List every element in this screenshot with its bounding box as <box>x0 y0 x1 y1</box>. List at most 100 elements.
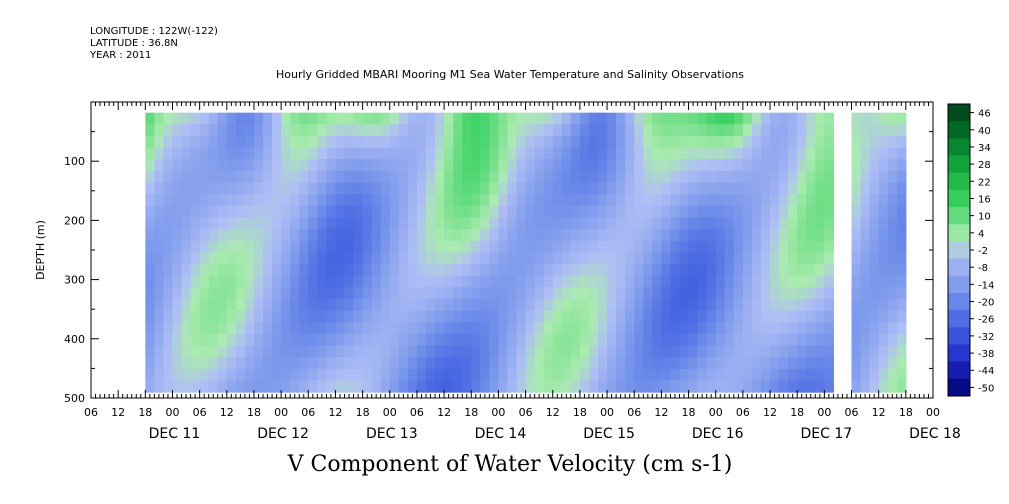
heatmap-cell <box>326 368 337 382</box>
x-tick-label: 18 <box>356 406 370 419</box>
heatmap-cell <box>308 217 318 230</box>
heatmap-cell <box>815 357 825 370</box>
heatmap-cell <box>181 170 192 184</box>
heatmap-cell <box>688 112 699 125</box>
heatmap-cell <box>244 345 255 358</box>
heatmap-cell <box>670 135 681 149</box>
heatmap-cell <box>362 147 373 160</box>
heatmap-cell <box>598 217 608 230</box>
heatmap-cell <box>407 345 418 358</box>
heatmap-cell <box>362 333 373 347</box>
heatmap-cell <box>272 333 282 347</box>
velocity-field <box>145 112 907 393</box>
heatmap-cell <box>507 194 518 207</box>
heatmap-cell <box>398 229 409 242</box>
heatmap-cell <box>489 112 500 125</box>
heatmap-cell <box>860 333 871 347</box>
heatmap-cell <box>163 368 174 382</box>
heatmap-cell <box>887 252 898 265</box>
heatmap-cell <box>163 112 174 125</box>
x-tick-label: 06 <box>301 406 315 419</box>
heatmap-cell <box>887 322 898 335</box>
heatmap-cell <box>552 252 563 265</box>
heatmap-cell <box>190 368 201 382</box>
heatmap-cell <box>878 194 889 207</box>
heatmap-cell <box>742 264 753 277</box>
heatmap-cell <box>616 229 626 242</box>
heatmap-cell <box>326 170 337 184</box>
heatmap-cell <box>688 264 699 277</box>
heatmap-cell <box>724 205 735 219</box>
heatmap-cell <box>181 310 192 323</box>
heatmap-cell <box>878 170 889 184</box>
heatmap-cell <box>290 345 300 358</box>
heatmap-cell <box>163 147 174 160</box>
heatmap-cell <box>145 298 155 312</box>
heatmap-cell <box>561 333 572 347</box>
heatmap-cell <box>797 275 807 288</box>
heatmap-cell <box>163 170 174 184</box>
heatmap-cell <box>724 240 735 253</box>
heatmap-cell <box>425 275 436 288</box>
heatmap-cell <box>770 252 780 265</box>
heatmap-cell <box>896 182 907 195</box>
heatmap-cell <box>679 322 690 335</box>
heatmap-cell <box>389 205 400 219</box>
heatmap-cell <box>453 112 463 125</box>
heatmap-cell <box>896 380 907 393</box>
heatmap-cell <box>181 264 192 277</box>
heatmap-cell <box>860 345 871 358</box>
heatmap-cell <box>733 229 744 242</box>
heatmap-cell <box>425 357 436 370</box>
heatmap-cell <box>824 298 834 312</box>
heatmap-cell <box>697 147 708 160</box>
heatmap-cell <box>317 159 327 172</box>
heatmap-cell <box>208 310 219 323</box>
heatmap-cell <box>679 217 690 230</box>
heatmap-cell <box>543 194 554 207</box>
heatmap-cell <box>371 380 382 393</box>
heatmap-cell <box>706 368 717 382</box>
heatmap-cell <box>788 275 798 288</box>
heatmap-cell <box>253 159 264 172</box>
heatmap-cell <box>770 194 780 207</box>
heatmap-cell <box>815 159 825 172</box>
heatmap-cell <box>697 333 708 347</box>
heatmap-cell <box>751 322 762 335</box>
heatmap-cell <box>815 147 825 160</box>
heatmap-cell <box>570 124 581 137</box>
heatmap-cell <box>489 310 500 323</box>
heatmap-cell <box>145 135 155 149</box>
heatmap-cell <box>480 217 490 230</box>
heatmap-cell <box>263 194 273 207</box>
heatmap-cell <box>697 217 708 230</box>
heatmap-cell <box>453 170 463 184</box>
heatmap-cell <box>887 368 898 382</box>
heatmap-cell <box>253 229 264 242</box>
heatmap-cell <box>416 345 427 358</box>
heatmap-cell <box>208 229 219 242</box>
heatmap-cell <box>163 345 174 358</box>
colorbar-swatch <box>948 292 970 311</box>
heatmap-cell <box>688 322 699 335</box>
heatmap-cell <box>299 170 309 184</box>
heatmap-cell <box>498 217 509 230</box>
heatmap-cell <box>643 264 653 277</box>
heatmap-cell <box>172 287 183 300</box>
heatmap-cell <box>435 322 445 335</box>
heatmap-cell <box>697 124 708 137</box>
heatmap-cell <box>335 357 346 370</box>
heatmap-cell <box>425 124 436 137</box>
heatmap-cell <box>534 135 545 149</box>
heatmap-cell <box>435 264 445 277</box>
heatmap-cell <box>398 194 409 207</box>
heatmap-cell <box>444 170 454 184</box>
heatmap-cell <box>851 217 862 230</box>
heatmap-cell <box>380 112 391 125</box>
heatmap-cell <box>715 112 726 125</box>
heatmap-cell <box>824 205 834 219</box>
heatmap-cell <box>507 322 518 335</box>
heatmap-cell <box>607 345 617 358</box>
heatmap-cell <box>380 205 391 219</box>
heatmap-cell <box>489 159 500 172</box>
